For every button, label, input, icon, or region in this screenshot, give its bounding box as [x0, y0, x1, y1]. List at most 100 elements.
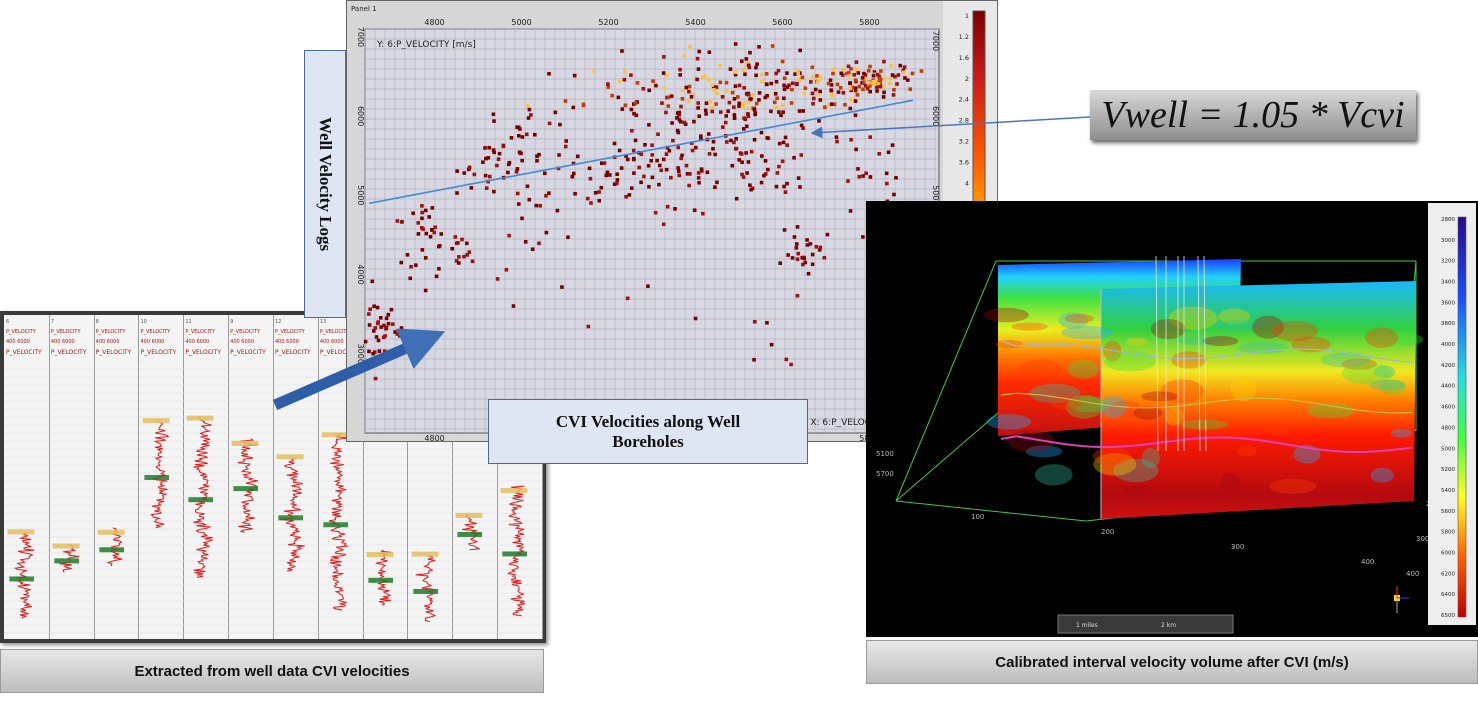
well-track-id: 12	[275, 319, 282, 325]
velocity-anomaly	[1341, 363, 1394, 385]
data-point	[902, 70, 906, 75]
data-point	[740, 172, 744, 177]
data-point	[632, 171, 636, 175]
data-point	[856, 167, 860, 171]
velocity-log-curve	[280, 457, 305, 572]
data-point	[367, 349, 371, 354]
velocity-anomaly	[1093, 453, 1137, 476]
data-point	[741, 104, 746, 109]
data-point	[571, 161, 576, 166]
data-point	[760, 79, 764, 84]
data-point	[688, 172, 692, 176]
data-point	[665, 204, 670, 209]
data-point	[399, 326, 404, 330]
formation-marker	[366, 552, 394, 558]
data-point	[707, 152, 712, 156]
data-point	[732, 140, 736, 145]
data-point	[725, 140, 729, 144]
legend-tick-label: 1.6	[959, 54, 969, 62]
data-point	[765, 93, 769, 98]
data-point	[684, 163, 689, 168]
data-point	[754, 65, 758, 70]
well-track-curve-name: P_VELOCITY	[6, 349, 42, 356]
colorbar-panel	[1428, 203, 1476, 625]
data-point	[588, 176, 593, 181]
data-point	[755, 62, 759, 66]
data-point	[454, 241, 459, 246]
data-point	[781, 110, 785, 115]
data-point	[882, 59, 886, 64]
data-point	[529, 113, 533, 117]
data-point	[695, 77, 699, 82]
data-point	[420, 248, 425, 252]
data-point	[734, 136, 738, 141]
data-point	[637, 165, 641, 170]
data-point	[910, 71, 915, 76]
legend-tick-label: 3.2	[959, 138, 969, 146]
data-point	[794, 242, 799, 246]
data-point	[420, 216, 424, 221]
well-trajectory	[1155, 255, 1159, 452]
velocity-anomaly	[1373, 365, 1396, 378]
data-point	[456, 261, 461, 265]
data-point	[457, 255, 461, 259]
velocity-anomaly	[1064, 313, 1094, 324]
data-point	[763, 159, 768, 163]
data-point	[619, 166, 624, 170]
data-point	[744, 57, 749, 61]
colorbar-tick-label: 3000	[1441, 238, 1455, 244]
data-point	[467, 165, 472, 170]
data-point	[470, 259, 475, 264]
data-point	[729, 138, 733, 143]
well-velocity-logs-text: Well Velocity Logs	[316, 116, 335, 252]
data-point	[664, 110, 668, 115]
data-point	[693, 316, 698, 321]
y-tick-right-label: 6000	[931, 106, 940, 126]
x-tick-top-label: 5600	[772, 18, 792, 27]
data-point	[860, 76, 865, 80]
well-track-id: 7	[50, 319, 55, 325]
data-point	[695, 56, 700, 61]
colorbar-tick-label: 6200	[1441, 571, 1455, 577]
panel-label: Panel 1	[351, 5, 377, 13]
data-point	[530, 247, 535, 252]
velocity-log-curve	[462, 513, 481, 551]
data-point	[730, 90, 735, 95]
volume-bounding-edge	[895, 260, 997, 502]
data-point	[556, 166, 561, 171]
data-point	[802, 256, 807, 261]
data-point	[865, 86, 870, 91]
data-point	[902, 65, 907, 69]
plot-area	[364, 28, 940, 434]
data-point	[693, 145, 698, 150]
velocity-log-curve	[415, 555, 436, 623]
velocity-anomaly	[1113, 458, 1159, 483]
data-point	[664, 167, 669, 172]
data-point	[825, 232, 830, 237]
formation-marker	[99, 547, 124, 553]
data-point	[901, 68, 906, 73]
data-point	[390, 322, 395, 326]
colorbar-tick-label: 4800	[1441, 425, 1455, 431]
data-point	[888, 81, 892, 85]
data-point	[627, 193, 632, 197]
velocity-anomaly	[1390, 428, 1412, 438]
data-point	[520, 135, 525, 139]
data-point	[905, 78, 910, 82]
data-point	[718, 63, 722, 68]
data-point	[677, 173, 682, 178]
data-point	[704, 101, 709, 106]
data-point	[720, 125, 725, 129]
data-point	[604, 173, 609, 178]
data-point	[615, 181, 619, 186]
data-point	[853, 113, 858, 118]
velocity-anomaly	[1265, 423, 1289, 436]
data-point	[861, 87, 865, 92]
data-point	[687, 84, 692, 89]
data-point	[629, 73, 633, 77]
velocity-anomaly	[1372, 332, 1424, 347]
colorbar-tick-label: 3600	[1441, 300, 1455, 306]
velocity-anomaly	[1230, 378, 1257, 402]
velocity-anomaly	[1007, 429, 1054, 453]
velocity-anomaly	[1108, 400, 1142, 418]
